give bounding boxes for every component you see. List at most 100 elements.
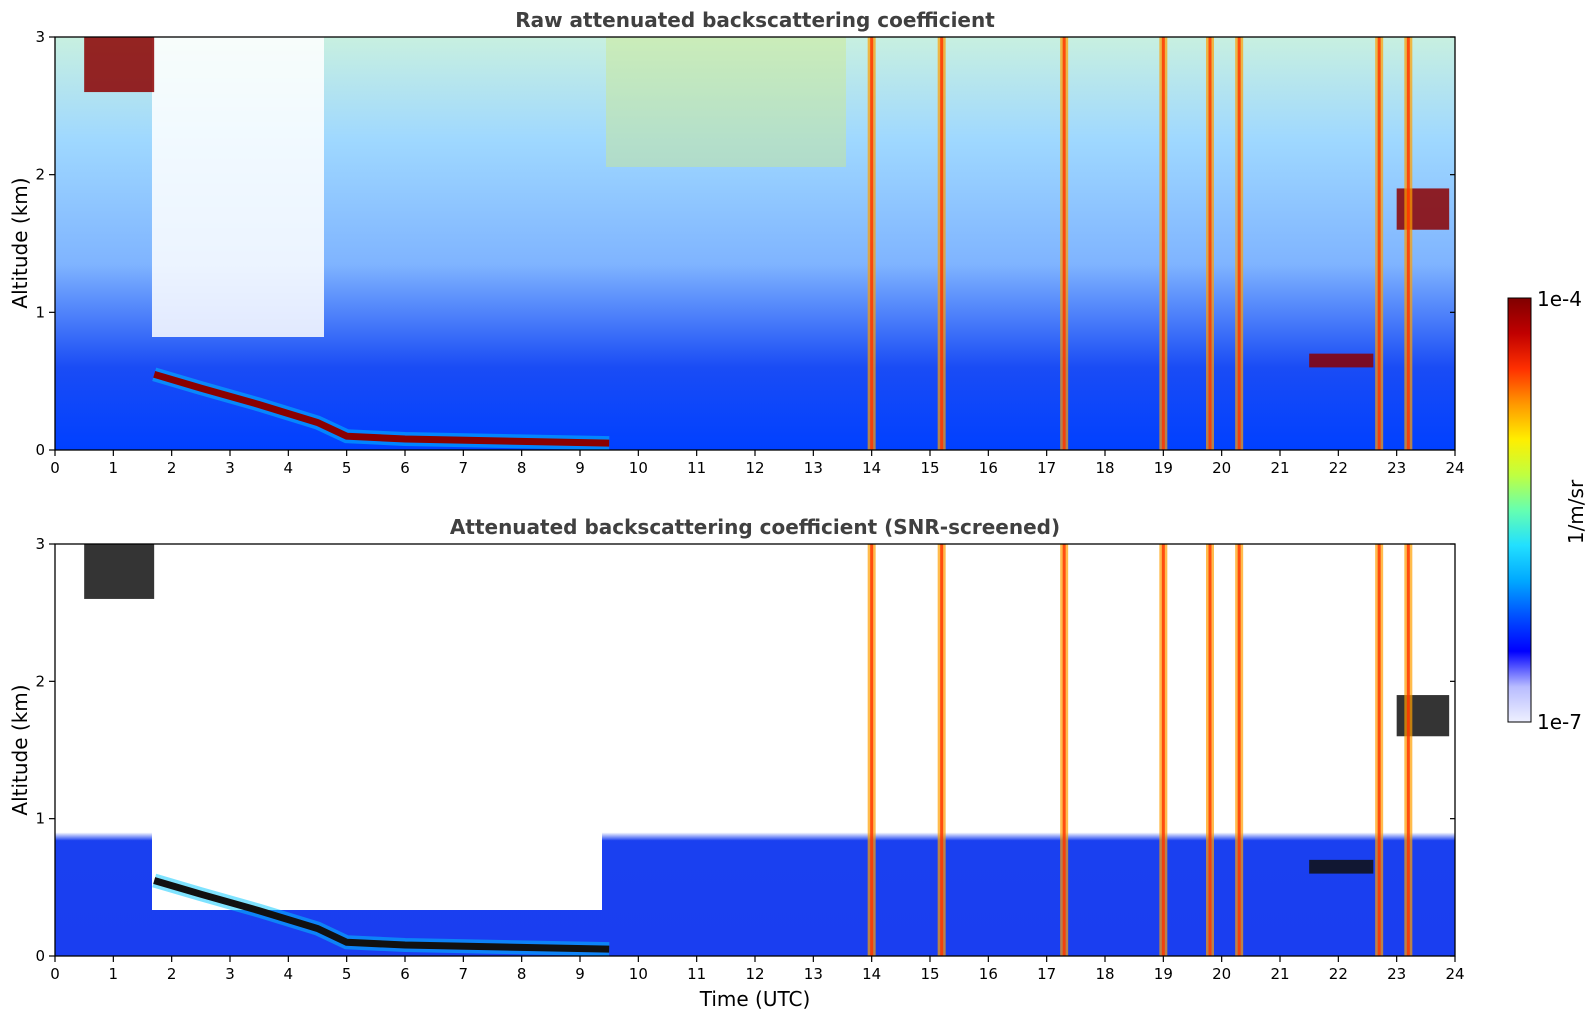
precipitation-core [1062, 37, 1066, 450]
x-tick-label: 11 [687, 965, 706, 983]
panel-title: Raw attenuated backscattering coefficien… [515, 8, 995, 32]
precipitation-core [870, 37, 874, 450]
x-tick-label: 16 [979, 459, 998, 477]
x-tick-label: 12 [745, 459, 764, 477]
panel-raw: Raw attenuated backscattering coefficien… [8, 8, 1465, 477]
y-tick-label: 3 [35, 28, 45, 46]
heatmap-screened [55, 544, 1455, 956]
cloud-layer [1309, 859, 1374, 874]
cloud-layer [84, 544, 155, 599]
x-tick-label: 15 [920, 459, 939, 477]
x-tick-label: 24 [1445, 965, 1464, 983]
colorbar-max-label: 1e-4 [1537, 287, 1582, 311]
feature-layer [84, 37, 1450, 450]
x-tick-label: 0 [50, 965, 60, 983]
x-tick-label: 14 [862, 459, 881, 477]
precipitation-core [1161, 37, 1165, 450]
x-tick-label: 3 [225, 965, 235, 983]
y-tick-label: 2 [35, 166, 45, 184]
colorbar-unit-label: 1/m/sr [1564, 479, 1588, 544]
y-axis: 0 1 2 3 [35, 28, 1455, 459]
x-tick-label: 6 [400, 459, 410, 477]
upper-noise-region [606, 37, 846, 167]
x-tick-label: 9 [575, 965, 585, 983]
x-tick-label: 18 [1095, 965, 1114, 983]
x-tick-label: 6 [400, 965, 410, 983]
x-tick-label: 21 [1270, 459, 1289, 477]
precipitation-core [1062, 544, 1066, 956]
cloud-layer [1309, 353, 1374, 368]
x-tick-label: 15 [920, 965, 939, 983]
y-tick-label: 0 [35, 947, 45, 965]
x-tick-label: 17 [1037, 459, 1056, 477]
x-tick-label: 10 [629, 459, 648, 477]
x-tick-label: 2 [167, 965, 177, 983]
boundary-layer-top [153, 370, 610, 447]
x-tick-label: 19 [1154, 459, 1173, 477]
precipitation-core [1237, 544, 1241, 956]
precipitation-core [1208, 544, 1212, 956]
panel-screened: Attenuated backscattering coefficient (S… [8, 515, 1465, 1011]
y-axis-label: Altitude (km) [8, 177, 32, 308]
x-tick-label: 24 [1445, 459, 1464, 477]
x-tick-label: 12 [745, 965, 764, 983]
y-tick-label: 1 [35, 303, 45, 321]
x-tick-label: 4 [284, 965, 294, 983]
x-tick-label: 13 [804, 459, 823, 477]
cloud-layer [84, 37, 155, 93]
precipitation-core [870, 544, 874, 956]
precipitation-core [1237, 37, 1241, 450]
x-tick-label: 11 [687, 459, 706, 477]
y-tick-label: 3 [35, 535, 45, 553]
x-tick-label: 20 [1212, 459, 1231, 477]
y-axis: 0 1 2 3 [35, 535, 1455, 965]
precipitation-core [1377, 544, 1381, 956]
x-tick-label: 13 [804, 965, 823, 983]
x-tick-label: 2 [167, 459, 177, 477]
x-tick-label: 18 [1095, 459, 1114, 477]
precipitation-core [940, 37, 944, 450]
x-tick-label: 17 [1037, 965, 1056, 983]
x-tick-label: 3 [225, 459, 235, 477]
precipitation-core [940, 544, 944, 956]
x-tick-label: 4 [284, 459, 294, 477]
x-tick-label: 16 [979, 965, 998, 983]
y-axis-label: Altitude (km) [8, 684, 32, 815]
x-tick-label: 22 [1329, 459, 1348, 477]
x-axis-label: Time (UTC) [699, 987, 811, 1011]
x-tick-label: 1 [109, 459, 119, 477]
x-axis: 0 1 2 3 4 5 6 7 8 9 10 11 12 13 14 15 16 17 18 19 20 21 22 23 24 [50, 956, 1465, 983]
colorbar-min-label: 1e-7 [1537, 710, 1582, 734]
x-tick-label: 22 [1329, 965, 1348, 983]
precipitation-core [1377, 37, 1381, 450]
x-tick-label: 7 [459, 459, 469, 477]
x-tick-label: 23 [1387, 459, 1406, 477]
x-tick-label: 10 [629, 965, 648, 983]
x-tick-label: 19 [1154, 965, 1173, 983]
precipitation-core [1161, 544, 1165, 956]
precipitation-core [1406, 37, 1410, 450]
x-tick-label: 0 [50, 459, 60, 477]
y-tick-label: 0 [35, 441, 45, 459]
x-tick-label: 1 [109, 965, 119, 983]
precipitation-core [1406, 544, 1410, 956]
colorbar-gradient [1507, 297, 1532, 723]
x-axis: 0 1 2 3 4 5 6 7 8 9 10 11 12 13 14 15 16 17 18 19 20 21 22 23 24 [50, 450, 1465, 477]
boundary-layer-top [153, 877, 610, 953]
feature-layer [84, 544, 1450, 956]
clear-sky-region [152, 37, 324, 337]
x-tick-label: 7 [459, 965, 469, 983]
x-tick-label: 9 [575, 459, 585, 477]
x-tick-label: 23 [1387, 965, 1406, 983]
panel-title: Attenuated backscattering coefficient (S… [450, 515, 1060, 539]
heatmap-raw [55, 37, 1455, 450]
y-tick-label: 2 [35, 672, 45, 690]
precipitation-core [1208, 37, 1212, 450]
x-tick-label: 8 [517, 965, 527, 983]
x-tick-label: 20 [1212, 965, 1231, 983]
colorbar: 1e-4 1e-7 1/m/sr [1507, 287, 1588, 734]
x-tick-label: 5 [342, 965, 352, 983]
y-tick-label: 1 [35, 810, 45, 828]
x-tick-label: 8 [517, 459, 527, 477]
